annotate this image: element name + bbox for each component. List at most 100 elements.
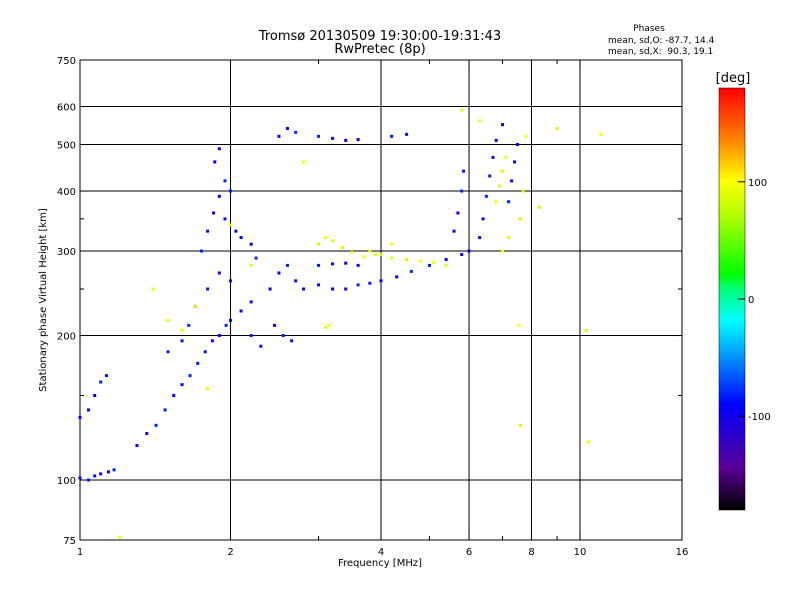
colorbar: [deg] 100 0 -100	[716, 71, 771, 511]
data-point-o	[78, 415, 82, 419]
data-point-o	[462, 169, 466, 173]
data-points	[78, 108, 603, 539]
data-point-o	[510, 179, 514, 183]
data-point-o	[87, 478, 91, 482]
data-point-x	[537, 205, 541, 209]
data-point-x	[324, 325, 328, 329]
data-point-o	[203, 350, 207, 354]
data-point-o	[277, 134, 281, 138]
data-point-o	[213, 160, 217, 164]
data-point-x	[497, 184, 501, 188]
data-point-o	[273, 323, 277, 327]
axis-ticks: 1 2 4 6 8 10 16 75 100 200 300 400 500 600 750	[57, 56, 688, 558]
data-point-x	[586, 440, 590, 444]
data-point-x	[444, 263, 448, 267]
data-point-x	[555, 126, 559, 130]
data-point-o	[409, 269, 413, 273]
data-point-o	[224, 323, 228, 327]
data-point-o	[180, 339, 184, 343]
y-tick-label: 750	[57, 56, 76, 67]
x-tick-label: 8	[528, 547, 534, 558]
x-tick-label: 16	[676, 547, 689, 558]
data-point-o	[302, 287, 306, 291]
data-point-x	[599, 132, 603, 136]
data-point-x	[350, 250, 354, 254]
data-point-x	[206, 387, 210, 391]
data-point-x	[584, 328, 588, 332]
data-point-o	[106, 470, 110, 474]
data-point-o	[249, 242, 253, 246]
data-point-x	[340, 246, 344, 250]
data-point-x	[504, 155, 508, 159]
data-point-x	[327, 323, 331, 327]
data-point-o	[229, 279, 232, 283]
data-point-x	[478, 119, 482, 123]
x-tick-label: 6	[466, 547, 472, 558]
y-tick-label: 100	[57, 476, 76, 487]
data-point-x	[432, 260, 436, 264]
data-point-o	[344, 287, 348, 291]
data-point-o	[484, 194, 488, 198]
y-tick-label: 400	[57, 187, 76, 198]
chart-title: Tromsø 20130509 19:30:00-19:31:43	[258, 29, 501, 44]
data-point-x	[166, 318, 170, 322]
data-point-o	[196, 361, 200, 365]
data-point-o	[217, 334, 221, 338]
data-point-o	[93, 394, 97, 398]
data-point-x	[180, 328, 184, 332]
data-point-o	[187, 323, 191, 327]
data-point-o	[99, 472, 103, 476]
legend-line-x: mean, sd,X: 90.3, 19.1	[608, 47, 713, 57]
colorbar-tick-label: -100	[748, 412, 771, 423]
data-point-o	[331, 262, 335, 266]
data-point-o	[200, 249, 204, 253]
data-point-o	[501, 123, 505, 127]
data-point-o	[481, 217, 485, 221]
data-point-o	[277, 271, 281, 275]
data-point-x	[460, 108, 464, 112]
data-point-x	[374, 253, 378, 257]
chart-subtitle: RwPretec (8p)	[334, 42, 425, 57]
data-point-o	[172, 394, 176, 398]
data-point-x	[118, 535, 122, 539]
data-point-o	[112, 468, 116, 472]
data-point-o	[217, 271, 221, 275]
data-point-o	[395, 275, 399, 279]
data-point-o	[223, 217, 227, 221]
y-axis-label: Stationary phase Virtual Height [km]	[38, 208, 49, 392]
data-point-o	[494, 138, 498, 142]
data-point-o	[344, 261, 348, 265]
data-point-o	[356, 283, 360, 287]
x-axis-label: Frequency [MHz]	[338, 558, 422, 569]
data-point-o	[254, 256, 258, 260]
data-point-o	[239, 309, 243, 313]
data-point-o	[212, 211, 216, 215]
data-point-o	[268, 287, 272, 291]
data-point-o	[166, 350, 170, 354]
data-point-o	[507, 200, 511, 204]
data-point-x	[249, 263, 253, 267]
data-point-o	[229, 189, 232, 193]
y-tick-label: 200	[57, 332, 76, 343]
data-point-o	[290, 339, 294, 343]
y-tick-label: 75	[63, 536, 76, 547]
colorbar-tick-label: 100	[748, 178, 767, 189]
data-point-o	[206, 287, 210, 291]
legend-title: Phases	[633, 24, 665, 34]
colorbar-label: [deg]	[716, 71, 751, 86]
data-point-x	[193, 304, 197, 308]
data-point-o	[93, 474, 97, 478]
data-point-o	[285, 263, 289, 267]
data-point-o	[460, 189, 464, 193]
data-point-o	[294, 279, 298, 283]
data-point-o	[229, 318, 232, 322]
data-point-o	[145, 432, 149, 436]
data-point-o	[317, 134, 321, 138]
data-point-o	[188, 374, 192, 378]
x-tick-label: 1	[77, 547, 83, 558]
legend-line-o: mean, sd,O: -87.7, 14.4	[608, 36, 715, 46]
data-point-o	[249, 334, 253, 338]
data-point-x	[151, 287, 155, 291]
data-point-x	[517, 323, 521, 327]
data-point-o	[99, 380, 103, 384]
